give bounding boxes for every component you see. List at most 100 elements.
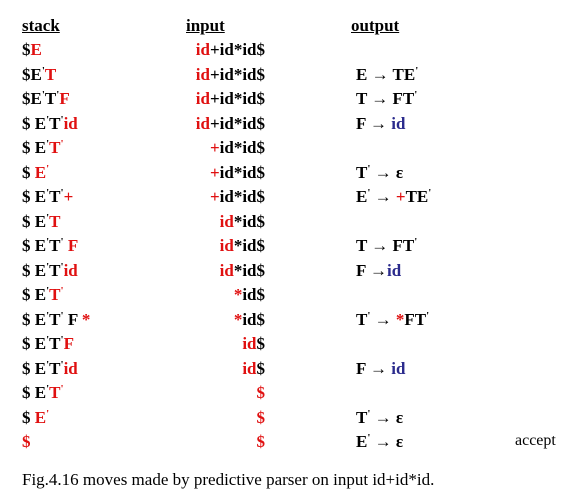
symbol-segment: T xyxy=(356,407,368,427)
input-cell: id*id$ xyxy=(220,236,265,256)
symbol-segment: *id$ xyxy=(233,211,265,231)
stack-cell: $ E'T' F xyxy=(22,236,78,256)
prime-mark: ' xyxy=(46,187,50,199)
prime-mark: ' xyxy=(367,309,371,322)
symbol-segment: $ E xyxy=(22,113,47,133)
symbol-segment: id xyxy=(63,260,78,280)
stack-cell: $E'T'F xyxy=(22,89,70,109)
prime-mark: ' xyxy=(60,383,64,395)
symbol-segment: TE xyxy=(405,187,429,206)
symbol-segment: id*id$ xyxy=(219,187,265,206)
symbol-segment: $ xyxy=(256,432,266,451)
symbol-segment: F → xyxy=(356,358,392,378)
symbol-segment: T xyxy=(49,260,61,280)
prime-mark: ' xyxy=(60,236,64,248)
symbol-segment: E xyxy=(356,432,368,451)
table-row: $E id+id*id$ xyxy=(0,40,579,64)
symbol-segment: $ xyxy=(256,407,266,427)
symbol-segment: $ xyxy=(22,40,31,59)
prime-mark: ' xyxy=(46,309,50,322)
symbol-segment: $ E xyxy=(22,285,47,304)
prime-mark: ' xyxy=(46,407,50,420)
prime-mark: ' xyxy=(46,358,50,371)
stack-cell: $ E' xyxy=(22,408,49,428)
symbol-segment: id*id$ xyxy=(219,162,265,182)
table-row: $ E'T id*id$ xyxy=(0,212,579,236)
input-cell: id+id*id$ xyxy=(196,40,265,60)
symbol-segment: $E xyxy=(22,89,42,108)
symbol-segment: +id*id$ xyxy=(209,113,265,133)
symbol-segment: $ E xyxy=(22,138,47,157)
prime-mark: ' xyxy=(46,383,50,395)
symbol-segment: id xyxy=(219,236,234,255)
table-row: $ $ E' → ε accept xyxy=(0,432,579,456)
symbol-segment: +id*id$ xyxy=(209,89,265,108)
stack-cell: $ E' xyxy=(22,163,49,183)
input-cell: *id$ xyxy=(234,285,265,305)
stack-cell: $ E'T'F xyxy=(22,334,74,354)
symbol-segment: $ E xyxy=(22,383,47,402)
stack-cell: $ E'T'id xyxy=(22,114,78,134)
prime-mark: ' xyxy=(46,334,50,346)
symbol-segment: id xyxy=(195,89,210,108)
input-cell: id+id*id$ xyxy=(196,89,265,109)
symbol-segment: E xyxy=(34,407,47,427)
input-cell: id$ xyxy=(242,359,265,379)
table-row: $ E'T'id id+id*id$ F → id xyxy=(0,114,579,138)
output-cell: T' → ε xyxy=(356,408,403,428)
prime-mark: ' xyxy=(414,89,418,101)
symbol-segment: F xyxy=(59,89,70,108)
symbol-segment: $ E xyxy=(22,334,47,353)
input-cell: id$ xyxy=(242,334,265,354)
prime-mark: ' xyxy=(414,236,418,248)
input-cell: id*id$ xyxy=(220,261,265,281)
input-cell: *id$ xyxy=(234,310,265,330)
stack-cell: $ E'T' xyxy=(22,138,64,158)
prime-mark: ' xyxy=(428,187,432,199)
symbol-segment: T xyxy=(49,138,61,157)
symbol-segment: F → xyxy=(356,260,388,280)
symbol-segment: id xyxy=(219,211,234,231)
stack-cell: $ E'T' F * xyxy=(22,310,90,330)
symbol-segment: * xyxy=(233,309,243,329)
table-row: $ E'T' *id$ xyxy=(0,285,579,309)
symbol-segment: T xyxy=(49,383,61,402)
symbol-segment: T xyxy=(49,211,61,231)
prime-mark: ' xyxy=(367,187,371,199)
symbol-segment: +id*id$ xyxy=(209,64,265,84)
prime-mark: ' xyxy=(60,113,64,126)
prime-mark: ' xyxy=(367,162,371,175)
prime-mark: ' xyxy=(46,260,50,273)
symbol-segment: id xyxy=(391,358,406,378)
symbol-segment: F xyxy=(63,309,78,329)
prime-mark: ' xyxy=(60,309,64,322)
output-cell: F → id xyxy=(356,359,405,379)
symbol-segment: $ xyxy=(256,383,266,402)
symbol-segment: + xyxy=(209,162,220,182)
output-cell: E → TE' xyxy=(356,65,418,85)
symbol-segment: F → xyxy=(356,113,392,133)
symbol-segment: $ xyxy=(22,407,35,427)
symbol-segment: T → FT xyxy=(356,236,415,255)
table-row: $ E'T' +id*id$ xyxy=(0,138,579,162)
stack-cell: $ xyxy=(22,432,31,452)
symbol-segment: T xyxy=(356,309,368,329)
symbol-segment: T xyxy=(49,309,61,329)
symbol-segment: id xyxy=(242,334,257,353)
prime-mark: ' xyxy=(60,187,64,199)
prime-mark: ' xyxy=(41,89,45,101)
table-row: $E'T id+id*id$ E → TE' xyxy=(0,65,579,89)
symbol-segment: $ E xyxy=(22,187,47,206)
symbol-segment: $E xyxy=(22,64,42,84)
prime-mark: ' xyxy=(60,285,64,297)
symbol-segment: id xyxy=(195,64,210,84)
symbol-segment: $ E xyxy=(22,309,47,329)
stack-cell: $E xyxy=(22,40,42,60)
symbol-segment: + xyxy=(209,138,220,157)
symbol-segment: * xyxy=(77,309,91,329)
symbol-segment: * xyxy=(395,309,405,329)
table-row: $ E'T'id id*id$ F →id xyxy=(0,261,579,285)
symbol-segment: id xyxy=(195,40,210,59)
stack-cell: $ E'T'id xyxy=(22,261,78,281)
